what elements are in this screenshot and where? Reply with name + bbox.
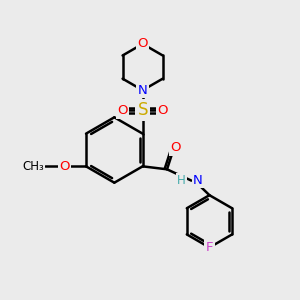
- Text: O: O: [171, 141, 181, 154]
- Text: N: N: [193, 174, 202, 187]
- Text: O: O: [59, 160, 70, 173]
- Text: S: S: [137, 101, 148, 119]
- Text: O: O: [137, 38, 148, 50]
- Text: N: N: [138, 84, 148, 97]
- Text: CH₃: CH₃: [22, 160, 44, 173]
- Text: H: H: [177, 174, 186, 187]
- Text: O: O: [158, 104, 168, 117]
- Text: O: O: [117, 104, 128, 117]
- Text: F: F: [206, 241, 213, 254]
